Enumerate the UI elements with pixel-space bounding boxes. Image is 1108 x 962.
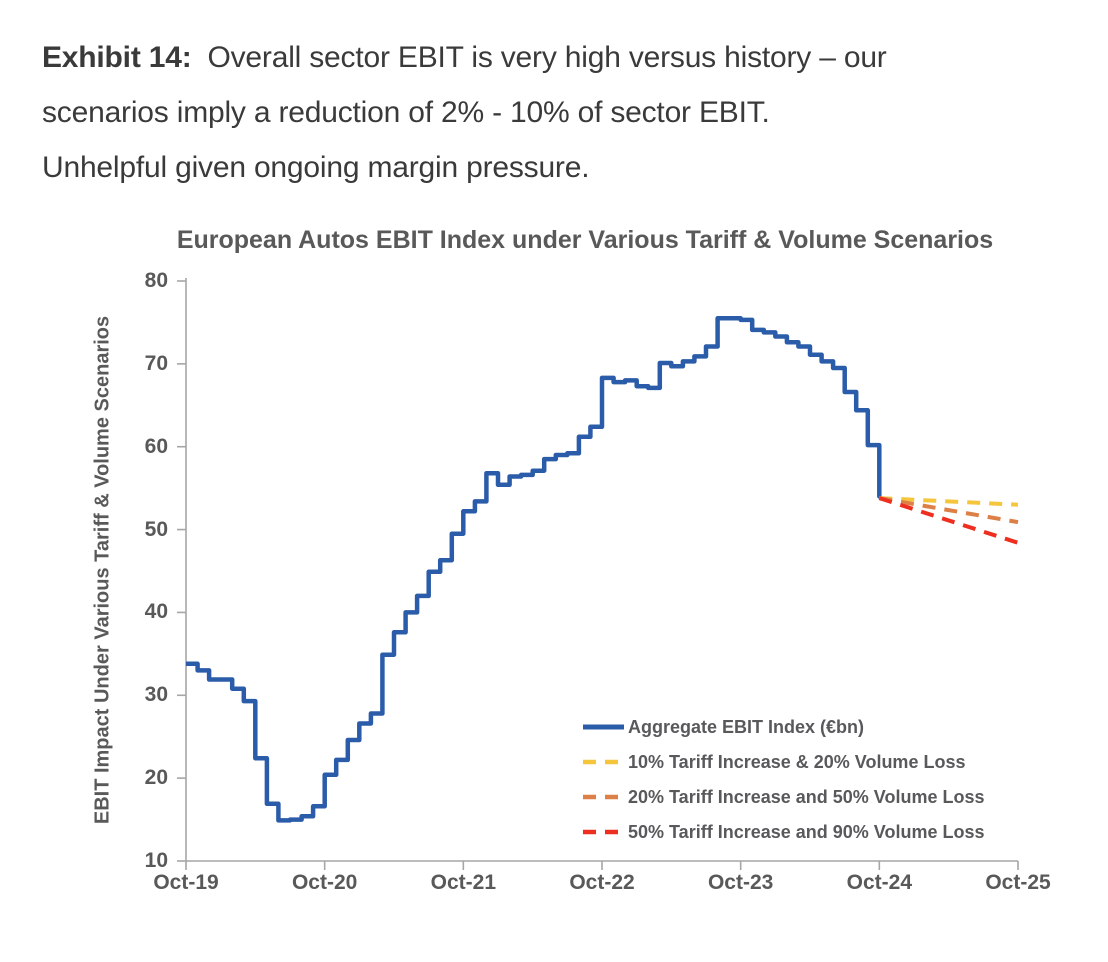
y-tick-label: 50 <box>144 517 168 541</box>
y-tick-label: 10 <box>144 849 168 872</box>
series-line-scenario-3 <box>878 496 1019 545</box>
chart-title: European Autos EBIT Index under Various … <box>176 226 994 254</box>
exhibit-caption: Exhibit 14: Overall sector EBIT is very h… <box>42 30 1052 195</box>
caption-line-3: Unhelpful given ongoing margin pressure. <box>42 151 590 184</box>
caption-line-2: scenarios imply a reduction of 2% - 10% … <box>42 96 770 129</box>
x-tick-label: Oct-23 <box>707 871 774 894</box>
y-tick-label: 80 <box>144 269 168 292</box>
x-tick-label: Oct-25 <box>985 871 1051 894</box>
y-axis-label: EBIT Impact Under Various Tariff & Volum… <box>91 315 114 825</box>
series-line-scenario-2 <box>878 496 1019 525</box>
caption-text-1: Overall sector EBIT is very high versus … <box>207 41 887 74</box>
legend-label: 20% Tariff Increase and 50% Volume Loss <box>628 787 985 807</box>
y-tick-label: 60 <box>144 434 168 458</box>
y-tick-label: 30 <box>144 683 168 707</box>
caption-line-1: Exhibit 14: Overall sector EBIT is very h… <box>42 30 1052 85</box>
y-tick-label: 20 <box>144 766 168 790</box>
x-tick-label: Oct-24 <box>846 871 912 894</box>
legend-label: 50% Tariff Increase and 90% Volume Loss <box>628 822 985 842</box>
x-tick-label: Oct-20 <box>291 871 358 894</box>
legend-label: 10% Tariff Increase & 20% Volume Loss <box>628 752 966 772</box>
x-tick-label: Oct-19 <box>153 871 219 894</box>
x-tick-label: Oct-21 <box>430 871 496 894</box>
series-line-aggregate-ebit <box>186 316 882 823</box>
y-tick-label: 40 <box>144 600 168 624</box>
series-line-scenario-1 <box>879 496 1019 507</box>
y-tick-label: 70 <box>144 351 168 375</box>
legend-label: Aggregate EBIT Index (€bn) <box>628 717 865 737</box>
x-tick-label: Oct-22 <box>569 871 635 894</box>
exhibit-label: Exhibit 14: <box>42 41 192 74</box>
